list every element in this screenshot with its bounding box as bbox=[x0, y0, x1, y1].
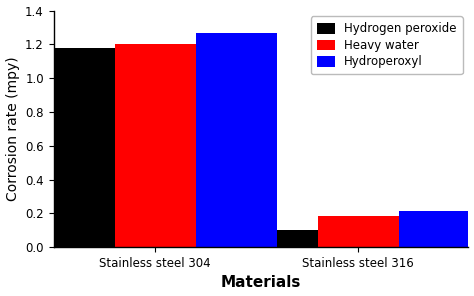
X-axis label: Materials: Materials bbox=[221, 276, 301, 290]
Legend: Hydrogen peroxide, Heavy water, Hydroperoxyl: Hydrogen peroxide, Heavy water, Hydroper… bbox=[311, 17, 463, 74]
Bar bbox=[33, 48, 115, 247]
Y-axis label: Corrosion rate (mpy): Corrosion rate (mpy) bbox=[6, 57, 19, 201]
Bar bbox=[115, 44, 196, 247]
Bar bbox=[399, 211, 474, 247]
Bar bbox=[237, 230, 318, 247]
Bar bbox=[196, 33, 277, 247]
Bar bbox=[318, 216, 399, 247]
